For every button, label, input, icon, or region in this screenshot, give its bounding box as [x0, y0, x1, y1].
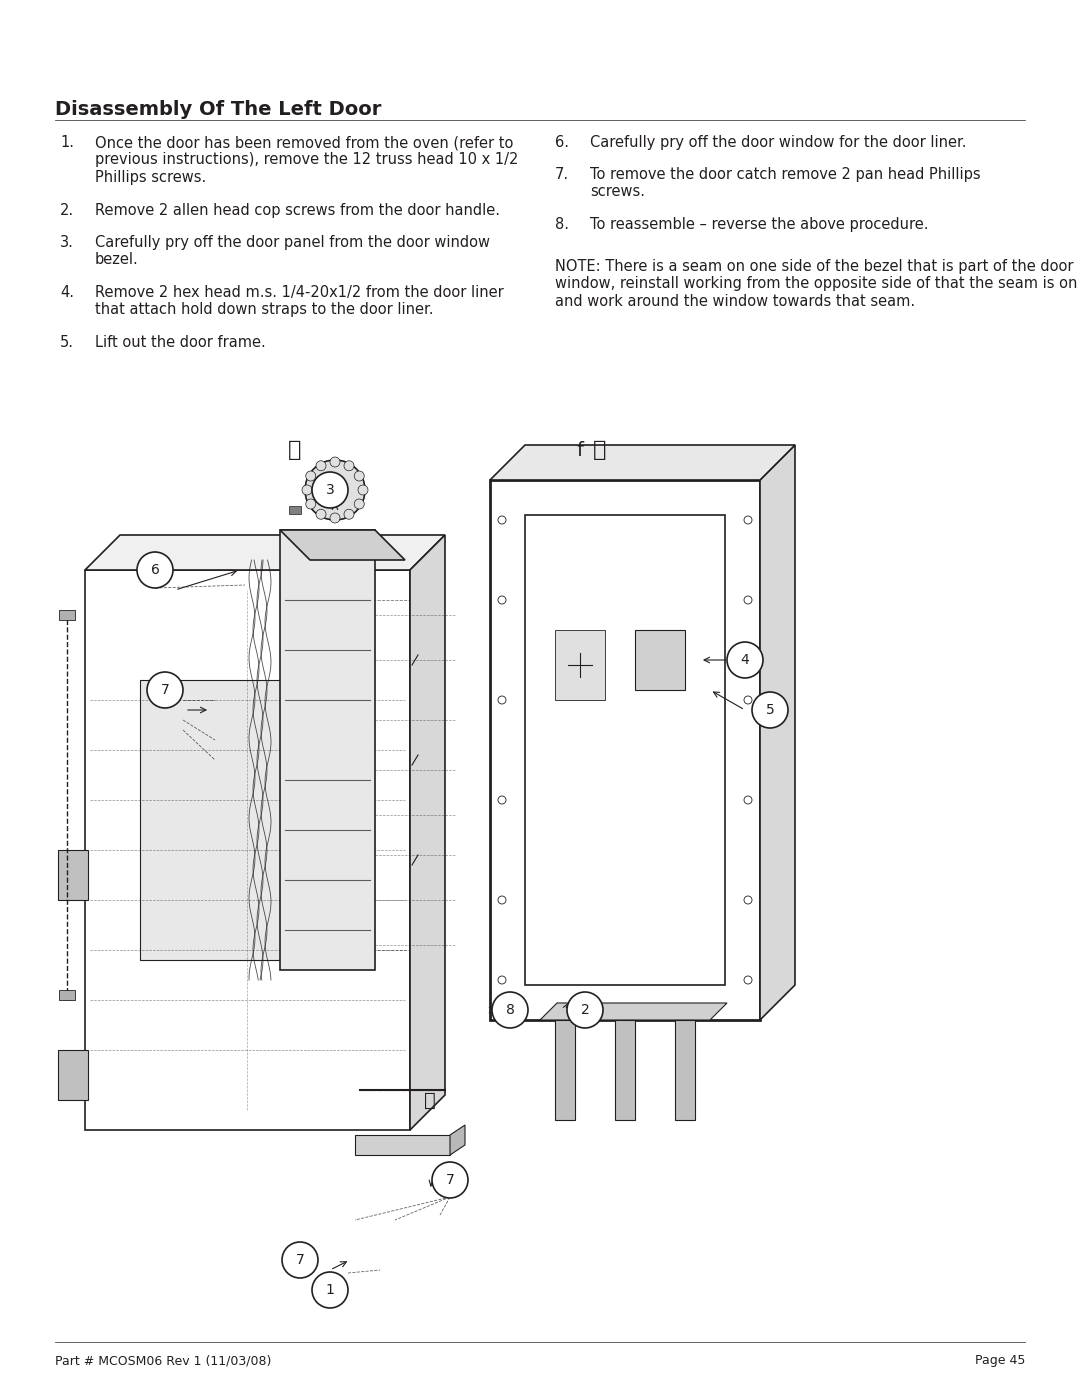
- Polygon shape: [555, 630, 605, 700]
- Circle shape: [316, 510, 326, 520]
- Text: Lift out the door frame.: Lift out the door frame.: [95, 335, 266, 351]
- Text: 1: 1: [325, 1282, 335, 1296]
- Circle shape: [357, 485, 368, 495]
- Circle shape: [323, 478, 347, 502]
- Text: Ⓓ: Ⓓ: [288, 440, 301, 460]
- Text: 3.: 3.: [60, 235, 73, 250]
- Polygon shape: [615, 1020, 635, 1120]
- Polygon shape: [355, 1134, 450, 1155]
- Text: Disassembly Of The Left Door: Disassembly Of The Left Door: [55, 101, 381, 119]
- Text: 5: 5: [766, 703, 774, 717]
- Text: 5.: 5.: [60, 335, 75, 351]
- Polygon shape: [59, 990, 75, 1000]
- Polygon shape: [280, 529, 375, 970]
- Text: Page 45: Page 45: [974, 1354, 1025, 1368]
- Text: Carefully pry off the door panel from the door window
bezel.: Carefully pry off the door panel from th…: [95, 235, 490, 267]
- Polygon shape: [58, 1051, 87, 1099]
- Circle shape: [567, 992, 603, 1028]
- Circle shape: [432, 1162, 468, 1199]
- Text: 4.: 4.: [60, 285, 75, 300]
- Polygon shape: [410, 535, 445, 1130]
- Text: 7: 7: [446, 1173, 455, 1187]
- Polygon shape: [280, 529, 405, 560]
- Circle shape: [282, 1242, 318, 1278]
- Polygon shape: [289, 506, 301, 514]
- Circle shape: [345, 510, 354, 520]
- Polygon shape: [140, 680, 310, 960]
- Text: Part # MCOSM06 Rev 1 (11/03/08): Part # MCOSM06 Rev 1 (11/03/08): [55, 1354, 271, 1368]
- Circle shape: [316, 461, 326, 471]
- Circle shape: [137, 552, 173, 588]
- Polygon shape: [540, 1003, 727, 1020]
- Polygon shape: [555, 1020, 575, 1120]
- Text: 2: 2: [581, 1003, 590, 1017]
- Text: Once the door has been removed from the oven (refer to
previous instructions), r: Once the door has been removed from the …: [95, 136, 518, 184]
- Circle shape: [312, 472, 348, 509]
- Circle shape: [354, 499, 364, 509]
- Polygon shape: [525, 515, 725, 985]
- Polygon shape: [58, 849, 87, 900]
- Text: 7: 7: [161, 683, 170, 697]
- Polygon shape: [490, 446, 795, 481]
- Text: 1.: 1.: [60, 136, 75, 149]
- Circle shape: [312, 1273, 348, 1308]
- Circle shape: [727, 643, 762, 678]
- Circle shape: [752, 692, 788, 728]
- Text: Ⓦ: Ⓦ: [424, 1091, 436, 1109]
- Text: Remove 2 hex head m.s. 1/4-20x1/2 from the door liner
that attach hold down stra: Remove 2 hex head m.s. 1/4-20x1/2 from t…: [95, 285, 503, 317]
- Text: 8: 8: [505, 1003, 514, 1017]
- Text: 6: 6: [150, 563, 160, 577]
- Circle shape: [306, 471, 315, 481]
- Polygon shape: [85, 535, 445, 570]
- Circle shape: [305, 460, 365, 520]
- Text: Ⓓ: Ⓓ: [593, 440, 607, 460]
- Circle shape: [354, 471, 364, 481]
- Circle shape: [306, 499, 315, 509]
- Text: 4: 4: [741, 652, 750, 666]
- Text: 7: 7: [296, 1253, 305, 1267]
- Circle shape: [302, 485, 312, 495]
- Text: NOTE: There is a seam on one side of the bezel that is part of the door window, : NOTE: There is a seam on one side of the…: [555, 258, 1078, 309]
- Text: 3: 3: [326, 483, 335, 497]
- Text: 7.: 7.: [555, 168, 569, 182]
- Circle shape: [147, 672, 183, 708]
- Polygon shape: [59, 610, 75, 620]
- Polygon shape: [760, 446, 795, 1020]
- Polygon shape: [635, 630, 685, 690]
- Text: Carefully pry off the door window for the door liner.: Carefully pry off the door window for th…: [590, 136, 967, 149]
- Text: Remove 2 allen head cop screws from the door handle.: Remove 2 allen head cop screws from the …: [95, 203, 500, 218]
- Polygon shape: [675, 1020, 696, 1120]
- Text: To reassemble – reverse the above procedure.: To reassemble – reverse the above proced…: [590, 217, 929, 232]
- Text: 6.: 6.: [555, 136, 569, 149]
- Circle shape: [492, 992, 528, 1028]
- Circle shape: [330, 513, 340, 522]
- Text: 8.: 8.: [555, 217, 569, 232]
- Text: To remove the door catch remove 2 pan head Phillips
screws.: To remove the door catch remove 2 pan he…: [590, 168, 981, 200]
- Polygon shape: [450, 1125, 465, 1155]
- Circle shape: [345, 461, 354, 471]
- Text: 2.: 2.: [60, 203, 75, 218]
- Text: f: f: [577, 440, 583, 460]
- Circle shape: [330, 457, 340, 467]
